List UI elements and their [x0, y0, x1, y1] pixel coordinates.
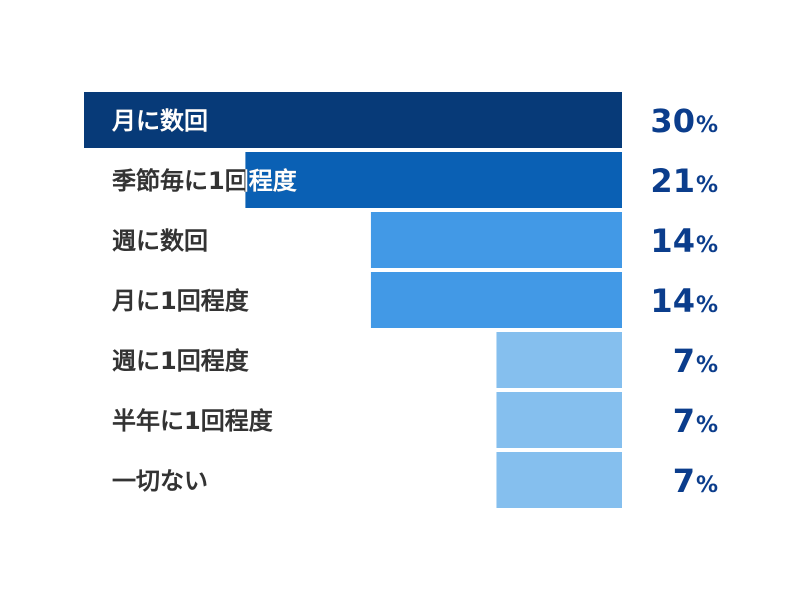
category-label-text: 半年に1回程度: [112, 407, 274, 435]
value-label-6: 7%: [673, 402, 718, 440]
category-label-text: 季節毎に1回程度: [112, 167, 298, 195]
value-label-7: 7%: [673, 462, 718, 500]
bars-group: [84, 92, 622, 508]
value-label-5: 7%: [673, 342, 718, 380]
value-label-3: 14%: [650, 222, 718, 260]
category-labels-group: 月に数回月に数回季節毎に1回程度季節毎に1回程度週に数回週に数回月に1回程度月に…: [111, 107, 298, 495]
bar-1: [84, 92, 622, 148]
bar-3: [370, 212, 622, 268]
bar-4: [370, 272, 622, 328]
value-label-1: 30%: [650, 102, 718, 140]
value-labels-group: 30% 21% 14% 14% 7% 7% 7%: [650, 102, 718, 500]
bar-2: [245, 152, 622, 208]
bar-7: [496, 452, 622, 508]
category-label-text: 月に1回程度: [111, 287, 250, 315]
bar-6: [496, 392, 622, 448]
value-label-2: 21%: [650, 162, 718, 200]
category-label-text-on-bar: 季節毎に1回程度: [112, 167, 298, 195]
bar-5: [496, 332, 622, 388]
category-label-text: 週に数回: [112, 227, 208, 255]
category-label-text-on-bar: 月に数回: [111, 107, 208, 135]
category-label-text: 月に数回: [111, 107, 208, 135]
value-label-4: 14%: [650, 282, 718, 320]
category-label-text: 週に1回程度: [112, 347, 250, 375]
category-label-text: 一切ない: [112, 467, 208, 495]
